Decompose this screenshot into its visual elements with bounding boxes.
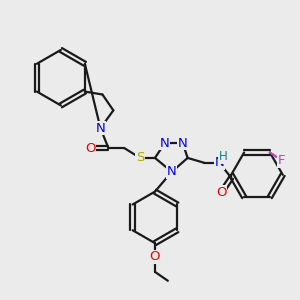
Text: N: N [160,136,170,150]
Text: N: N [214,156,224,170]
Text: N: N [167,165,177,178]
Text: O: O [150,250,160,263]
Text: S: S [136,152,144,164]
Text: H: H [219,150,228,164]
Text: N: N [178,136,188,150]
Text: F: F [278,154,286,167]
Text: O: O [85,142,96,154]
Text: O: O [216,186,226,199]
Text: N: N [96,122,105,135]
